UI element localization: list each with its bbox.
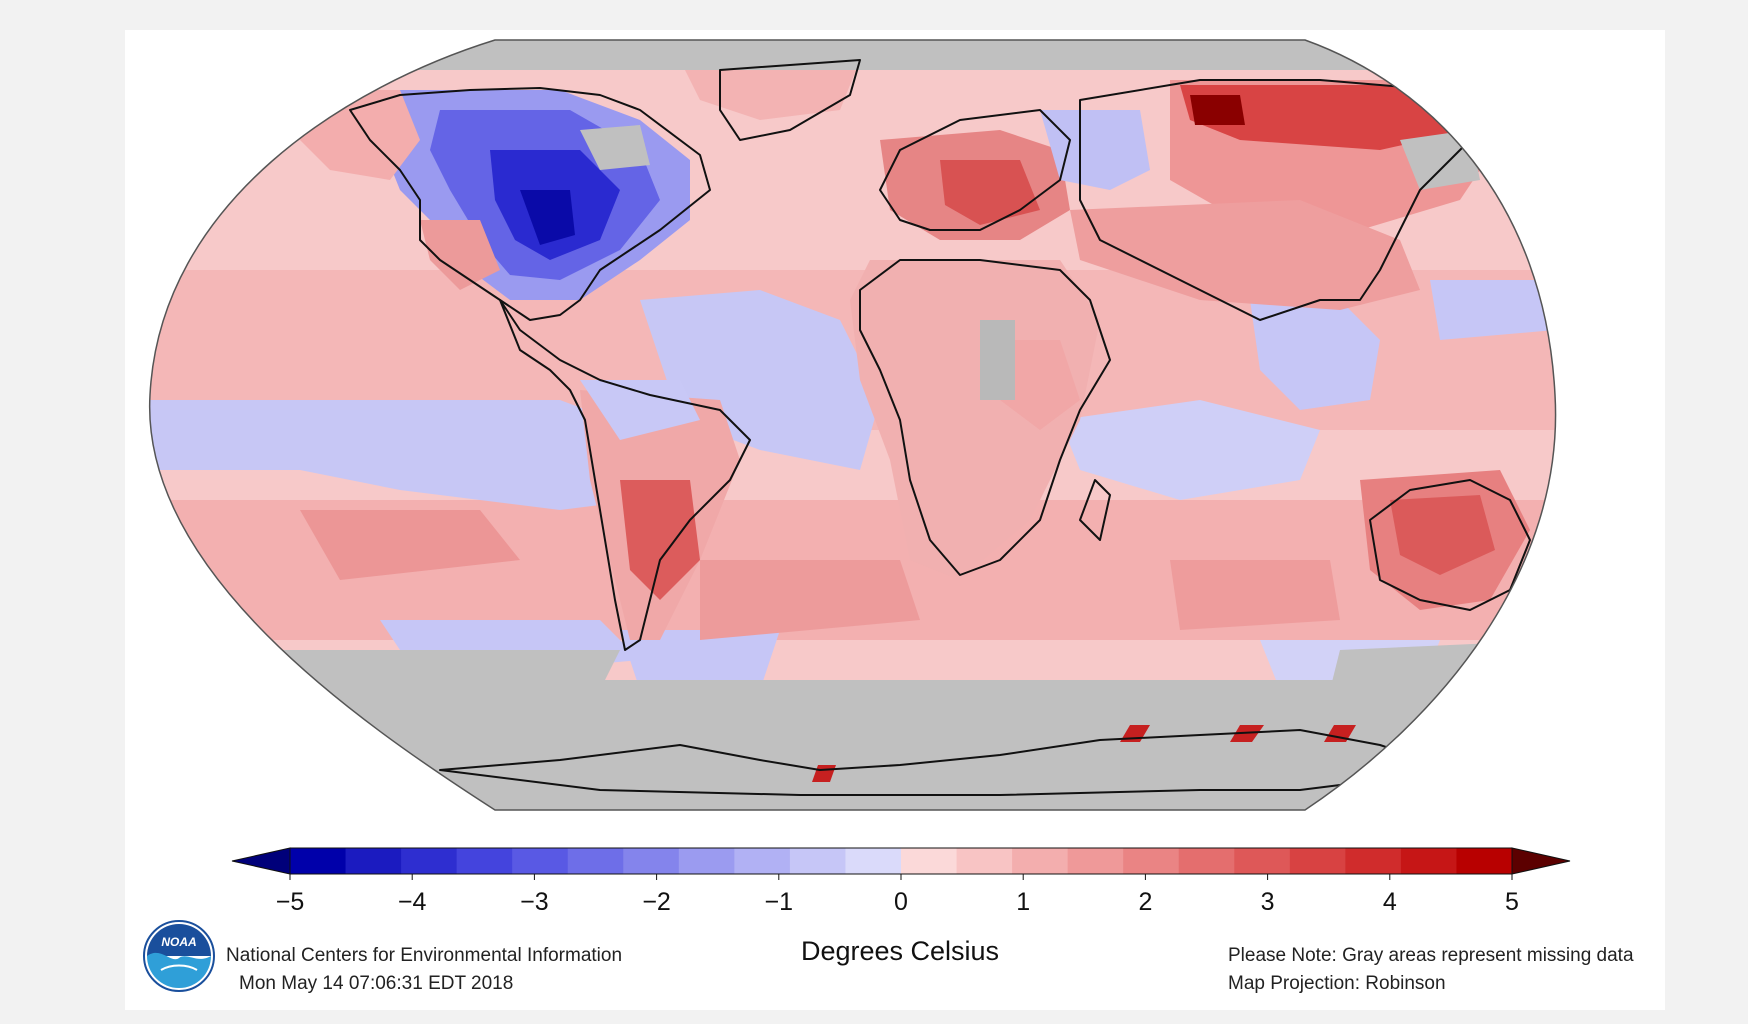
region-taymyr-hottest xyxy=(1190,95,1245,125)
region-se-asia-cool xyxy=(1250,300,1380,410)
colorbar-tick-label: −2 xyxy=(642,888,671,916)
coast-antarctica xyxy=(439,729,1441,796)
coastlines xyxy=(349,59,1556,796)
coast-australia xyxy=(1369,479,1531,611)
colorbar-over-arrow xyxy=(1511,847,1571,875)
projection-note: Map Projection: Robinson xyxy=(1228,973,1446,994)
colorbar-swatch xyxy=(845,848,902,874)
region-south-indian-warm xyxy=(1170,560,1340,630)
region-central-asia-warm xyxy=(1070,200,1420,310)
colorbar-tick-label: 5 xyxy=(1505,888,1519,916)
noaa-logo: NOAA xyxy=(143,920,215,992)
colorbar-swatch xyxy=(901,848,958,874)
coast-madagascar xyxy=(1079,479,1111,541)
region-antarctica-missing xyxy=(149,680,1556,810)
colorbar-tick-label: −1 xyxy=(764,888,794,916)
coast-europe xyxy=(879,109,1071,231)
region-western-russia-cool xyxy=(1040,110,1150,190)
region-argentina-hot xyxy=(620,480,700,600)
colorbar xyxy=(231,847,1571,880)
colorbar-tick-label: 2 xyxy=(1138,888,1153,916)
region-sahel-missing xyxy=(980,320,1015,400)
colorbar-swatch xyxy=(1178,848,1235,874)
colorbar-swatch xyxy=(1289,848,1346,874)
region-greenland-warm xyxy=(680,60,860,120)
colorbar-tick-label: −5 xyxy=(275,888,305,916)
colorbar-swatch xyxy=(1123,848,1180,874)
colorbar-swatch xyxy=(623,848,680,874)
coast-north-america xyxy=(349,87,711,321)
coast-africa xyxy=(859,259,1111,576)
colorbar-swatch xyxy=(956,848,1013,874)
coast-south-america xyxy=(499,299,751,651)
colorbar-swatch xyxy=(734,848,791,874)
region-us-southwest-warm xyxy=(420,220,500,290)
colorbar-swatch xyxy=(567,848,624,874)
region-central-europe-hot xyxy=(940,160,1040,225)
region-drake-cool xyxy=(620,630,780,690)
colorbar-tick-label: 0 xyxy=(894,888,908,916)
coast-greenland xyxy=(719,59,861,141)
region-east-pacific-cool xyxy=(1430,280,1555,340)
antarctic-warm-patch-4 xyxy=(1324,725,1356,742)
colorbar-swatch xyxy=(789,848,846,874)
colorbar-swatch xyxy=(512,848,569,874)
colorbar-swatch xyxy=(401,848,458,874)
colorbar-tick-label: −3 xyxy=(520,888,549,916)
colorbar-swatch xyxy=(1067,848,1124,874)
colorbar-swatch xyxy=(1400,848,1457,874)
colorbar-tick-label: 3 xyxy=(1260,888,1275,916)
colorbar-swatch xyxy=(678,848,735,874)
region-north-siberia-hot xyxy=(1180,85,1470,150)
colorbar-swatch xyxy=(1234,848,1291,874)
colorbar-tick-label: −4 xyxy=(397,888,427,916)
colorbar-under-arrow xyxy=(231,847,291,875)
colorbar-swatch xyxy=(456,848,513,874)
region-arctic-missing xyxy=(149,40,1556,70)
colorbar-swatch xyxy=(1012,848,1069,874)
colorbar-tick-label: 1 xyxy=(1016,888,1031,916)
region-south-atlantic-warm xyxy=(700,560,920,640)
colorbar-swatch xyxy=(345,848,402,874)
temperature-anomaly-map xyxy=(149,39,1557,811)
agency-label: National Centers for Environmental Infor… xyxy=(226,945,623,966)
missing-data-note: Please Note: Gray areas represent missin… xyxy=(1228,945,1634,966)
region-amazon-cool xyxy=(580,380,700,440)
timestamp: Mon May 14 07:06:31 EDT 2018 xyxy=(239,973,514,994)
region-inner-australia-hot xyxy=(1390,495,1495,575)
region-east-africa-warm xyxy=(1000,340,1080,430)
region-indian-ocean-cool xyxy=(1060,400,1320,500)
region-hudson-bay-missing xyxy=(580,125,650,170)
region-great-lakes-coldest xyxy=(520,190,575,245)
map-outline xyxy=(149,39,1557,811)
colorbar-tick-label: 4 xyxy=(1382,888,1397,916)
colorbar-swatch xyxy=(290,848,347,874)
logo-text: NOAA xyxy=(161,935,196,949)
region-equatorial-pacific-cool xyxy=(150,400,640,510)
units-label: Degrees Celsius xyxy=(800,936,1000,966)
anomaly-field xyxy=(149,40,1556,810)
colorbar-swatch xyxy=(1456,848,1513,874)
region-south-pacific-warm xyxy=(300,510,520,580)
colorbar-swatch xyxy=(1345,848,1402,874)
